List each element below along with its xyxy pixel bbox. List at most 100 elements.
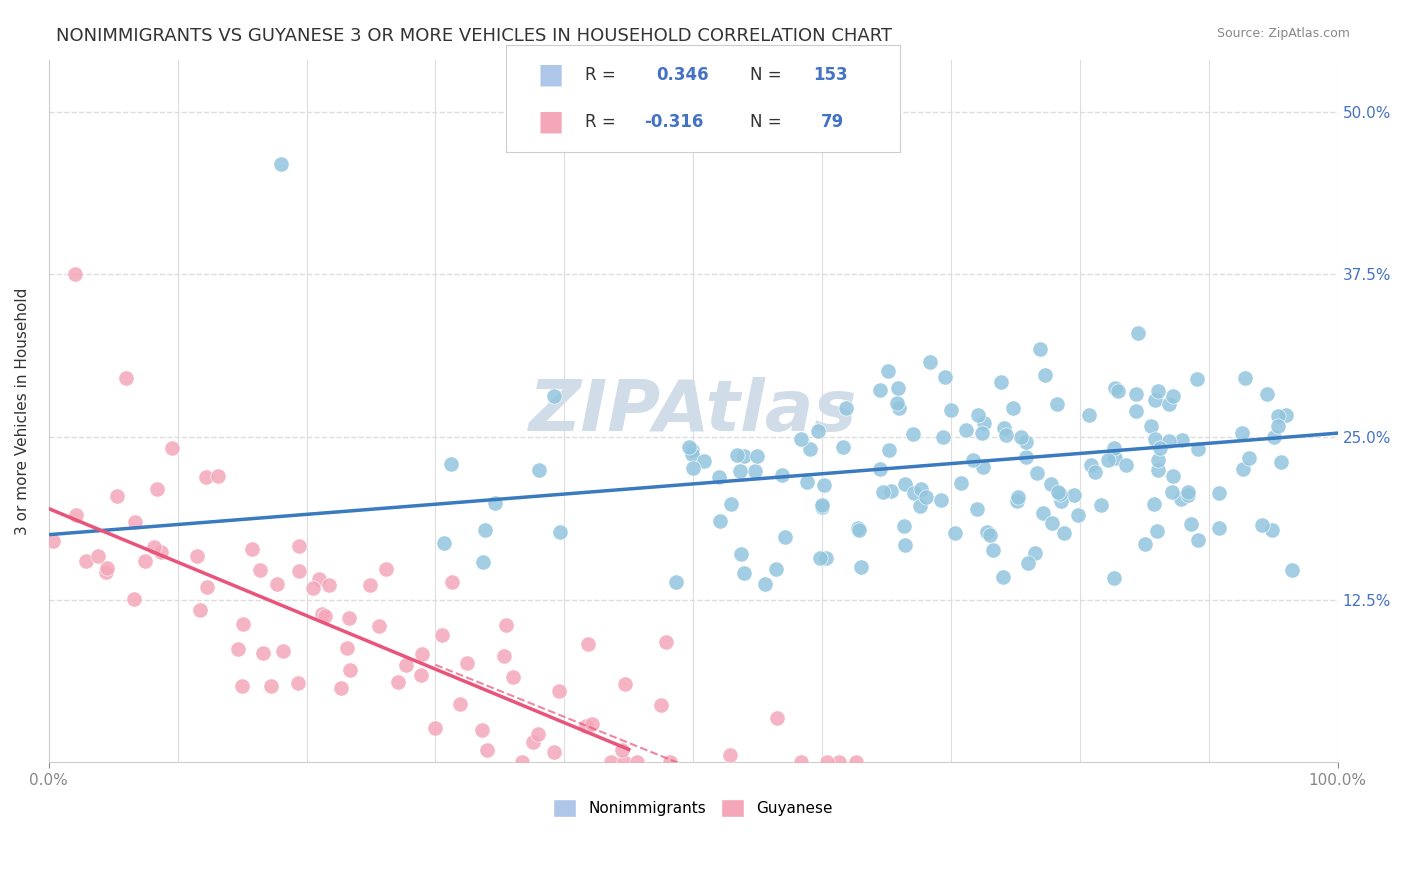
Point [967, 409, 990, 423]
Point [308, 572, 330, 586]
Point [910, 500, 932, 514]
Point [288, 539, 311, 553]
Point [901, 427, 924, 442]
Y-axis label: 3 or more Vehicles in Household: 3 or more Vehicles in Household [15, 287, 30, 534]
Point [887, 381, 910, 395]
Point [681, 442, 703, 457]
Point [495, 618, 517, 632]
Point [1147, 384, 1170, 398]
Point [828, 756, 851, 770]
Point [728, 464, 751, 478]
Point [894, 538, 917, 552]
Point [903, 486, 925, 500]
Point [232, 616, 254, 631]
Point [813, 478, 835, 492]
Text: N =: N = [751, 66, 787, 84]
Point [972, 460, 994, 475]
Point [1161, 389, 1184, 403]
Point [1032, 506, 1054, 520]
Point [658, 756, 681, 770]
Point [1160, 485, 1182, 500]
Point [730, 547, 752, 561]
Point [650, 698, 672, 713]
Point [877, 363, 900, 377]
Point [869, 462, 891, 476]
Point [142, 540, 165, 554]
Point [288, 564, 311, 578]
Point [440, 457, 463, 471]
Point [318, 578, 340, 592]
Point [872, 485, 894, 500]
Point [456, 657, 478, 671]
Point [576, 637, 599, 651]
Point [1115, 458, 1137, 473]
Point [1180, 516, 1202, 531]
Point [955, 423, 977, 437]
Point [314, 609, 336, 624]
Point [581, 717, 603, 731]
Point [807, 424, 830, 438]
Point [75, 553, 97, 567]
Point [1275, 408, 1298, 422]
Point [1078, 408, 1101, 422]
Point [1104, 381, 1126, 395]
Point [893, 519, 915, 533]
Point [1026, 466, 1049, 480]
Point [1015, 435, 1038, 450]
Point [195, 580, 218, 594]
Point [336, 640, 359, 655]
Point [995, 428, 1018, 442]
Point [879, 442, 901, 457]
Point [1046, 397, 1069, 411]
Point [810, 500, 832, 514]
Point [1208, 521, 1230, 535]
Point [1261, 523, 1284, 537]
Point [374, 562, 396, 576]
Point [1237, 450, 1260, 465]
Point [654, 635, 676, 649]
Point [1010, 429, 1032, 443]
Point [1007, 491, 1029, 505]
Point [613, 756, 636, 770]
Point [1263, 430, 1285, 444]
Point [811, 498, 834, 512]
Point [1067, 508, 1090, 522]
Point [433, 536, 456, 550]
Point [475, 743, 498, 757]
Point [1104, 451, 1126, 466]
Text: Source: ZipAtlas.com: Source: ZipAtlas.com [1216, 27, 1350, 40]
Point [484, 496, 506, 510]
Point [1139, 418, 1161, 433]
Point [886, 395, 908, 409]
Point [1270, 455, 1292, 469]
Point [387, 675, 409, 690]
Point [522, 735, 544, 749]
Point [1080, 458, 1102, 473]
Point [910, 482, 932, 496]
Text: NONIMMIGRANTS VS GUYANESE 3 OR MORE VEHICLES IN HOUSEHOLD CORRELATION CHART: NONIMMIGRANTS VS GUYANESE 3 OR MORE VEHI… [56, 27, 893, 45]
Point [1126, 326, 1149, 340]
Point [311, 607, 333, 621]
Point [194, 470, 217, 484]
Point [1050, 494, 1073, 508]
Point [543, 389, 565, 403]
Point [124, 515, 146, 529]
Point [96, 560, 118, 574]
Text: N =: N = [751, 112, 787, 130]
Point [799, 442, 821, 457]
Point [1177, 487, 1199, 501]
Point [1047, 485, 1070, 500]
Point [789, 756, 811, 770]
Point [1170, 491, 1192, 506]
Point [367, 619, 389, 633]
Text: 0.346: 0.346 [655, 66, 709, 84]
Point [1053, 525, 1076, 540]
Point [441, 574, 464, 589]
Point [207, 468, 229, 483]
Point [527, 727, 550, 741]
Text: ■: ■ [537, 61, 564, 88]
Point [186, 549, 208, 563]
Point [1040, 477, 1063, 491]
Point [790, 432, 813, 446]
Point [548, 525, 571, 540]
